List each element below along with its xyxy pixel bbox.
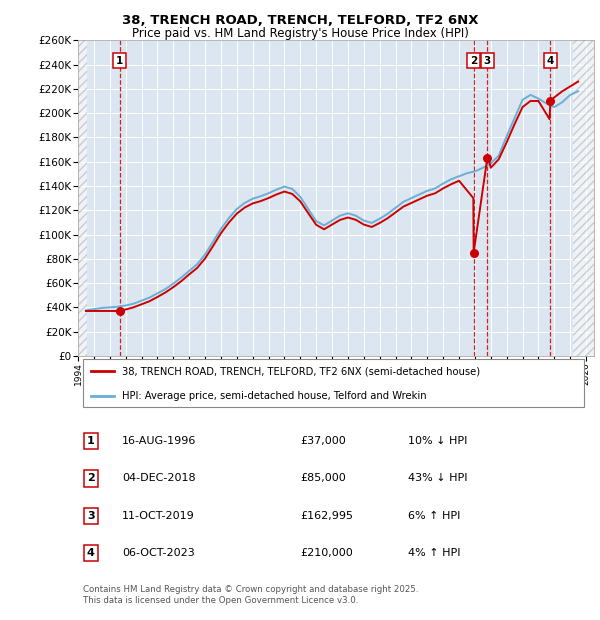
Text: Price paid vs. HM Land Registry's House Price Index (HPI): Price paid vs. HM Land Registry's House …: [131, 27, 469, 40]
Text: 4: 4: [87, 548, 95, 558]
Text: HPI: Average price, semi-detached house, Telford and Wrekin: HPI: Average price, semi-detached house,…: [122, 391, 427, 401]
Text: £210,000: £210,000: [300, 548, 353, 558]
Text: 1: 1: [87, 436, 95, 446]
Text: £162,995: £162,995: [300, 511, 353, 521]
Text: 4: 4: [547, 56, 554, 66]
Text: 43% ↓ HPI: 43% ↓ HPI: [408, 474, 468, 484]
Text: 4% ↑ HPI: 4% ↑ HPI: [408, 548, 461, 558]
Bar: [78, 40, 87, 356]
Text: 6% ↑ HPI: 6% ↑ HPI: [408, 511, 461, 521]
Text: £85,000: £85,000: [300, 474, 346, 484]
Text: 3: 3: [87, 511, 95, 521]
Text: 2: 2: [87, 474, 95, 484]
Text: 11-OCT-2019: 11-OCT-2019: [122, 511, 194, 521]
Text: 06-OCT-2023: 06-OCT-2023: [122, 548, 194, 558]
Text: 38, TRENCH ROAD, TRENCH, TELFORD, TF2 6NX (semi-detached house): 38, TRENCH ROAD, TRENCH, TELFORD, TF2 6N…: [122, 366, 480, 376]
Text: 16-AUG-1996: 16-AUG-1996: [122, 436, 196, 446]
FancyBboxPatch shape: [83, 359, 584, 407]
Text: Contains HM Land Registry data © Crown copyright and database right 2025.
This d: Contains HM Land Registry data © Crown c…: [83, 585, 419, 605]
Bar: [573, 40, 594, 356]
Text: 38, TRENCH ROAD, TRENCH, TELFORD, TF2 6NX: 38, TRENCH ROAD, TRENCH, TELFORD, TF2 6N…: [122, 14, 478, 27]
Text: 1: 1: [116, 56, 124, 66]
Text: £37,000: £37,000: [300, 436, 346, 446]
Text: 2: 2: [470, 56, 477, 66]
Text: 04-DEC-2018: 04-DEC-2018: [122, 474, 196, 484]
Text: 10% ↓ HPI: 10% ↓ HPI: [408, 436, 467, 446]
Text: 3: 3: [484, 56, 491, 66]
